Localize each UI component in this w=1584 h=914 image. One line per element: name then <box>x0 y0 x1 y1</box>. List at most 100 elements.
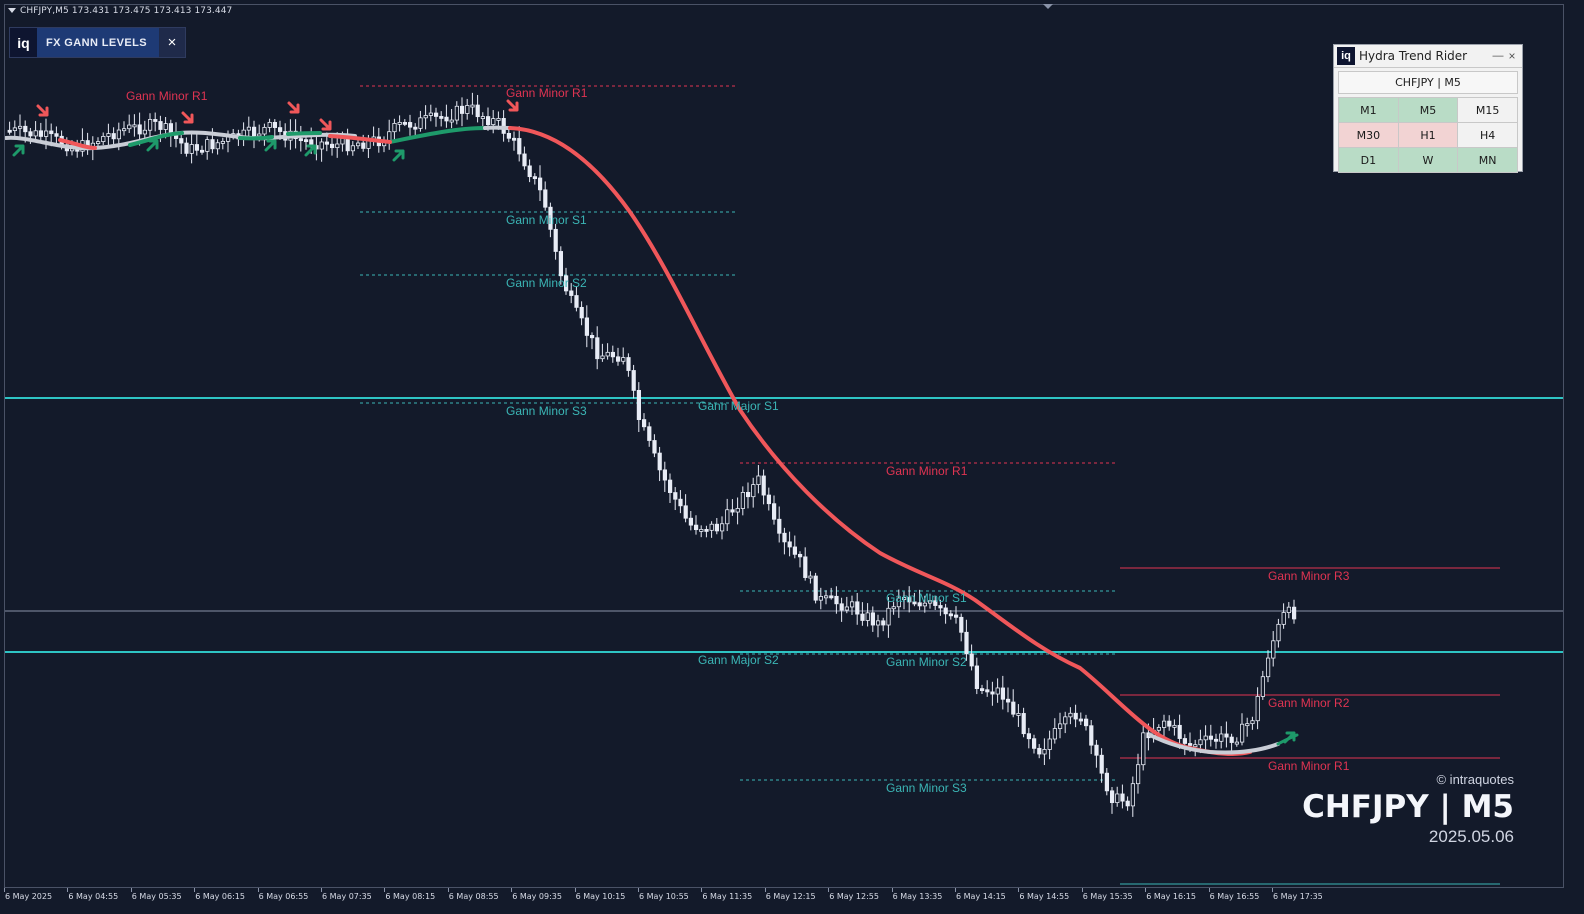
time-tick <box>1145 888 1147 892</box>
candle-body <box>969 653 974 667</box>
candle-body <box>496 118 501 121</box>
level-label: Gann Minor S2 <box>506 276 587 290</box>
candle-body <box>179 138 184 144</box>
timeframe-cell-m30[interactable]: M30 <box>1339 123 1398 147</box>
candle-body <box>101 136 106 142</box>
candle-body <box>803 556 808 578</box>
candle-body <box>397 121 402 125</box>
collapse-triangle-icon[interactable] <box>8 8 16 13</box>
candle-body <box>475 104 480 118</box>
timeframe-cell-w[interactable]: W <box>1398 148 1458 172</box>
time-tick <box>891 888 893 892</box>
timeframe-cell-h1[interactable]: H1 <box>1398 123 1458 147</box>
timeframe-cell-m1[interactable]: M1 <box>1339 98 1398 122</box>
candle-body <box>96 141 101 144</box>
close-icon[interactable]: × <box>158 28 185 57</box>
candle-body <box>54 133 59 137</box>
brand-watermark: © intraquotes CHFJPY | M5 2025.05.06 <box>1302 772 1514 847</box>
sell-arrow-icon <box>181 111 194 124</box>
timeframe-cell-m15[interactable]: M15 <box>1458 98 1517 122</box>
candle-body <box>1182 738 1187 744</box>
candle-body <box>1042 749 1047 755</box>
candle-body <box>1063 716 1068 725</box>
hydra-panel-header[interactable]: iq Hydra Trend Rider — × <box>1334 45 1522 68</box>
candle-body <box>1224 733 1229 738</box>
candle-body <box>1266 657 1271 678</box>
level-label: Gann Minor R1 <box>1268 759 1350 773</box>
hydra-trend-rider-panel[interactable]: iq Hydra Trend Rider — × CHFJPY | M5 M1 M… <box>1333 44 1523 173</box>
candle-body <box>1177 724 1182 739</box>
candle-body <box>1245 723 1250 727</box>
candle-body <box>579 306 584 319</box>
time-label: 6 May 11:35 <box>702 892 753 901</box>
candle-body <box>49 130 54 135</box>
candle-body <box>704 529 709 532</box>
time-label: 6 May 12:55 <box>829 892 879 901</box>
candle-body <box>106 133 111 137</box>
time-label: 6 May 17:35 <box>1273 892 1323 901</box>
candle-body <box>694 524 699 531</box>
candle-body <box>1078 718 1083 722</box>
level-label: Gann Minor R1 <box>126 89 208 103</box>
time-label: 6 May 10:55 <box>639 892 689 901</box>
candle-body <box>392 123 397 133</box>
candle-body <box>1172 724 1177 728</box>
time-label: 6 May 12:15 <box>765 892 816 901</box>
candle-body <box>303 139 309 143</box>
candle-body <box>652 440 657 454</box>
timeframe-cell-d1[interactable]: D1 <box>1339 148 1398 172</box>
fx-gann-levels-tab[interactable]: iq FX GANN LEVELS × <box>9 27 186 58</box>
candle-body <box>829 595 834 599</box>
candle-body <box>1219 733 1224 742</box>
candle-body <box>33 130 38 137</box>
candle-body <box>948 613 954 617</box>
candle-body <box>158 121 163 130</box>
timeframe-cell-m5[interactable]: M5 <box>1398 98 1458 122</box>
time-tick <box>638 888 639 892</box>
candle-body <box>506 132 512 139</box>
candle-body <box>512 137 517 141</box>
candle-body <box>345 137 350 152</box>
candle-body <box>17 125 23 129</box>
candle-body <box>876 620 881 626</box>
time-label: 6 May 14:55 <box>1019 892 1070 901</box>
candle-body <box>1089 725 1094 746</box>
candle-body <box>111 133 116 140</box>
candle-body <box>995 687 1000 695</box>
candle-body <box>990 691 995 695</box>
gann-tab-title[interactable]: FX GANN LEVELS <box>37 28 159 57</box>
candle-body <box>413 126 418 130</box>
candle-body <box>839 603 844 611</box>
time-tick <box>511 888 513 892</box>
time-tick <box>828 888 830 892</box>
candle-body <box>985 689 990 693</box>
chart-shift-marker[interactable] <box>1043 4 1053 9</box>
candle-body <box>485 116 491 125</box>
signal-arrows <box>12 99 1296 744</box>
timeframe-cell-mn[interactable]: MN <box>1458 148 1517 172</box>
candle-body <box>1094 744 1099 756</box>
candle-body <box>626 357 631 371</box>
timeframe-cell-h4[interactable]: H4 <box>1458 123 1517 147</box>
candle-body <box>1052 728 1057 740</box>
candle-body <box>262 127 267 135</box>
candle-body <box>678 498 683 507</box>
candle-body <box>1250 720 1255 725</box>
time-tick <box>384 888 386 892</box>
level-label: Gann Minor R1 <box>886 464 968 478</box>
close-icon[interactable]: × <box>1508 49 1516 63</box>
candle-body <box>1136 764 1141 785</box>
candle-body <box>1229 736 1234 743</box>
candle-body <box>787 541 792 548</box>
time-axis[interactable]: 6 May 2025 6 May 04:55 6 May 05:35 6 May 06… <box>0 888 1584 906</box>
candle-body <box>1286 606 1291 613</box>
candle-body <box>1188 743 1193 746</box>
candle-body <box>298 138 304 142</box>
level-label: Gann Minor S3 <box>506 404 587 418</box>
minimize-icon[interactable]: — <box>1492 50 1504 62</box>
candle-body <box>387 131 392 142</box>
candle-body <box>1234 741 1239 745</box>
time-label: 6 May 08:55 <box>448 892 499 901</box>
